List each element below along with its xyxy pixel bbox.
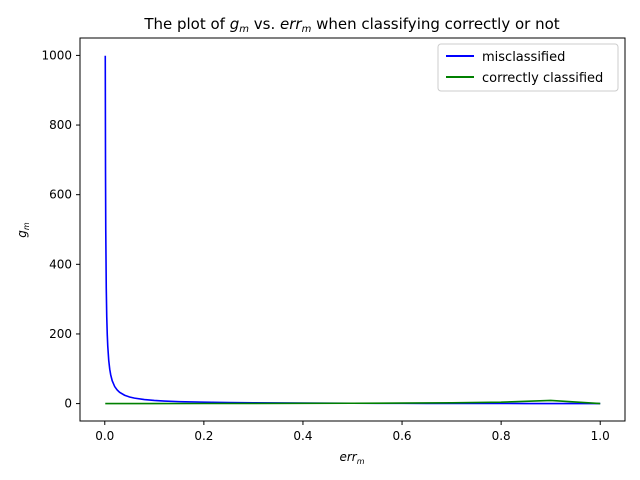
axes-frame xyxy=(79,37,626,422)
y-tick-label: 400 xyxy=(49,257,72,271)
legend: misclassified correctly classified xyxy=(437,43,619,92)
series-line-misclassified xyxy=(104,55,601,405)
series-layer xyxy=(104,55,601,405)
legend-label-misclassified: misclassified xyxy=(482,50,565,65)
y-tick-label: 600 xyxy=(49,188,72,202)
y-tick-label: 800 xyxy=(49,118,72,132)
legend-label-correct: correctly classified xyxy=(482,71,603,86)
x-axis-label: errm xyxy=(339,450,364,466)
y-axis-ticks: 0 200 400 600 800 1000 xyxy=(41,48,80,411)
x-axis-ticks: 0.0 0.2 0.4 0.6 0.8 1.0 xyxy=(95,421,610,443)
y-tick-label: 0 xyxy=(64,397,72,411)
y-tick-label: 200 xyxy=(49,327,72,341)
x-tick-label: 0.2 xyxy=(194,429,213,443)
chart-title: The plot of gm vs. errm when classifying… xyxy=(143,15,559,35)
x-tick-label: 0.8 xyxy=(492,429,511,443)
x-tick-label: 0.0 xyxy=(95,429,114,443)
legend-box xyxy=(437,43,619,92)
x-tick-label: 0.6 xyxy=(392,429,411,443)
series-line-correctly-classified xyxy=(105,399,601,405)
x-tick-label: 1.0 xyxy=(591,429,610,443)
y-axis-label: gm xyxy=(15,222,31,238)
y-tick-label: 1000 xyxy=(41,48,72,62)
x-tick-label: 0.4 xyxy=(293,429,312,443)
